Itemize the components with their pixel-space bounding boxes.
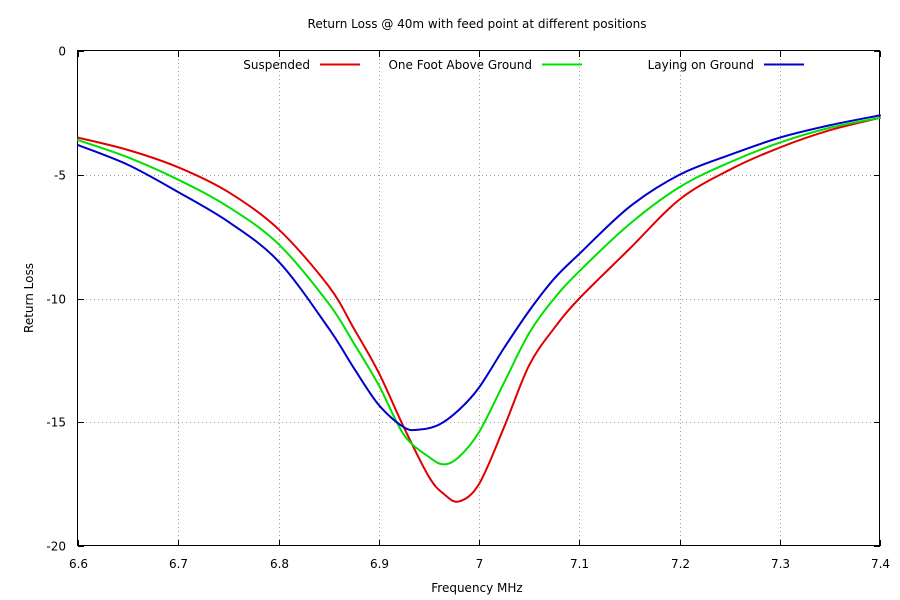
series-line-laying-on-ground bbox=[77, 114, 881, 432]
legend-label-laying-on-ground: Laying on Ground bbox=[648, 58, 754, 72]
y-tick-label: -10 bbox=[46, 293, 66, 307]
x-tick-label: 6.7 bbox=[169, 557, 188, 571]
y-tick-label: -5 bbox=[54, 169, 66, 183]
x-tick-label: 7.4 bbox=[871, 557, 890, 571]
legend-label-one-foot-above-ground: One Foot Above Ground bbox=[388, 58, 532, 72]
series-lines bbox=[77, 114, 881, 503]
chart-title: Return Loss @ 40m with feed point at dif… bbox=[308, 17, 647, 31]
series-line-one-foot-above-ground bbox=[77, 116, 881, 466]
legend: Suspended One Foot Above Ground Laying on … bbox=[243, 58, 804, 72]
y-tick-label: 0 bbox=[58, 45, 66, 59]
plot-frame bbox=[77, 50, 880, 546]
x-tick-label: 7.3 bbox=[771, 557, 790, 571]
grid-lines bbox=[78, 51, 880, 546]
x-tick-label: 7.2 bbox=[671, 557, 690, 571]
y-axis-label: Return Loss bbox=[22, 263, 36, 333]
series-line-suspended bbox=[77, 116, 881, 503]
x-tick-label: 6.8 bbox=[270, 557, 289, 571]
x-tick-label: 6.6 bbox=[69, 557, 88, 571]
x-tick-label: 7 bbox=[476, 557, 484, 571]
x-tick-label: 7.1 bbox=[570, 557, 589, 571]
y-tick-labels: 0 -5 -10 -15 -20 bbox=[46, 45, 66, 554]
legend-label-suspended: Suspended bbox=[243, 58, 310, 72]
y-tick-label: -20 bbox=[46, 540, 66, 554]
x-axis-label: Frequency MHz bbox=[431, 581, 522, 595]
x-tick-label: 6.9 bbox=[370, 557, 389, 571]
y-tick-label: -15 bbox=[46, 416, 66, 430]
x-tick-labels: 6.6 6.7 6.8 6.9 7 7.1 7.2 7.3 7.4 bbox=[69, 557, 890, 571]
axis-ticks bbox=[78, 51, 881, 547]
